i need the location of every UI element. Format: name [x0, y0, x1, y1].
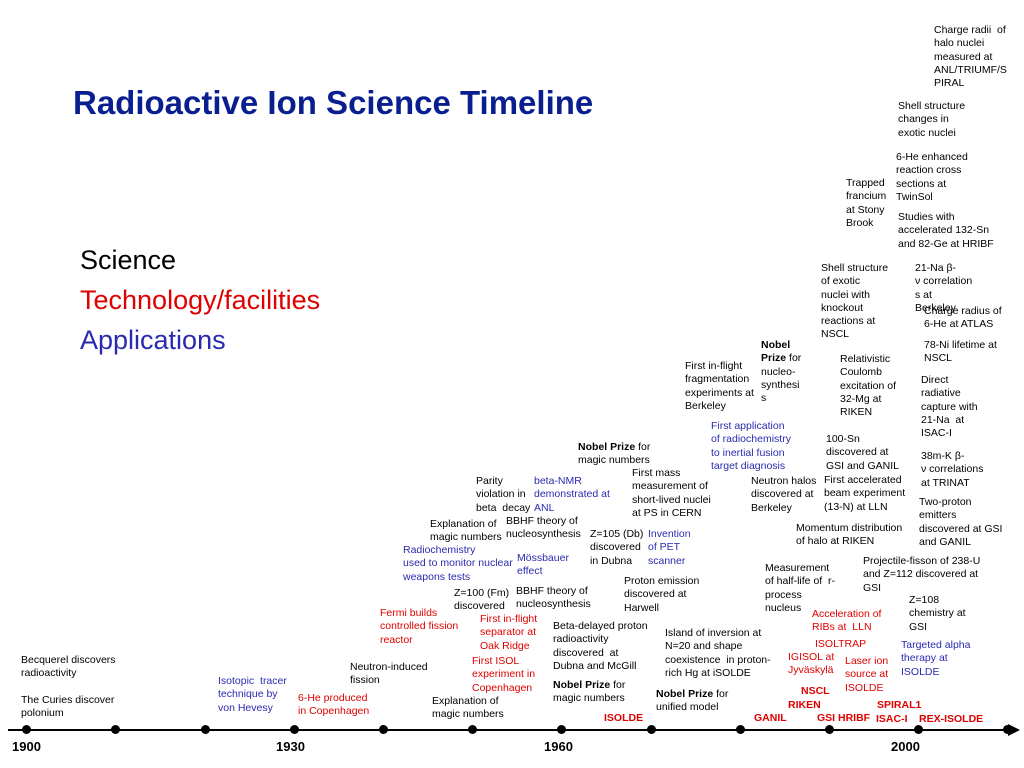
timeline-tick: [647, 725, 656, 734]
timeline-tick: [914, 725, 923, 734]
note-he6-reaction: 6-He enhanced reaction cross sections at…: [896, 151, 968, 203]
nobel-desc: for magic numbers: [553, 679, 626, 705]
note-nobel-magic: Nobel Prize for magic numbers: [578, 441, 650, 468]
note-halflife: Measurement of half-life of r- process n…: [765, 562, 836, 614]
facility-rex-isolde: REX-ISOLDE: [919, 713, 984, 725]
legend-applications: Applications: [80, 325, 226, 355]
note-momentum: Momentum distribution of halo at RIKEN: [796, 522, 903, 548]
legend-science: Science: [80, 245, 177, 275]
note-z100: Z=100 (Fm) discovered: [454, 587, 510, 613]
note-beta-delayed: Beta-delayed proton radioactivity discov…: [553, 620, 648, 672]
color-legend: Science Technology/facilities Applicatio…: [80, 240, 320, 360]
note-radiochem-weapons: Radiochemistry used to monitor nuclear w…: [403, 544, 513, 583]
note-proton-emission: Proton emission discovered at Harwell: [624, 575, 700, 614]
note-two-proton: Two-proton emitters discovered at GSI an…: [919, 496, 1003, 548]
facility-ganil: GANIL: [754, 712, 787, 724]
note-nobel-nucleosynthesis: Nobel Prize for nucleo- synthesi s: [761, 339, 801, 405]
note-radiochem-fusion: First application of radiochemistry to i…: [711, 420, 791, 472]
note-trapped-francium: Trapped francium at Stony Brook: [846, 177, 887, 229]
note-charge-radii-halo: Charge radii of halo nuclei measured at …: [934, 24, 1007, 90]
note-isotopic-tracer: Isotopic tracer technique by von Hevesy: [218, 675, 287, 714]
note-inflight-oak: First in-flight separator at Oak Ridge: [480, 613, 538, 652]
note-bbhf-1: BBHF theory of nucleosynthesis: [506, 515, 581, 541]
facility-spiral1: SPIRAL1: [877, 699, 922, 711]
nobel-label: Nobel Prize: [761, 339, 791, 365]
timeline-tick: [201, 725, 210, 734]
note-direct-radiative: Direct radiative capture with 21-Na at I…: [921, 374, 978, 440]
note-becquerel: Becquerel discovers radioactivity: [21, 654, 116, 680]
timeline-tick: [736, 725, 745, 734]
timeline-tick: [825, 725, 834, 734]
year-label-1960: 1960: [544, 739, 573, 754]
note-ni78: 78-Ni lifetime at NSCL: [924, 339, 997, 365]
nobel-desc: for nucleo- synthesi s: [761, 352, 802, 405]
note-shell-changes: Shell structure changes in exotic nuclei: [898, 100, 966, 139]
facility-isac-i: ISAC-I: [876, 713, 908, 725]
note-neutron-halos: Neutron halos discovered at Berkeley: [751, 475, 817, 514]
note-alpha-therapy: Targeted alpha therapy at ISOLDE: [901, 639, 971, 678]
note-na21-correlations: 21-Na β- ν correlation s at Berkeley: [915, 262, 973, 314]
nobel-desc: for unified model: [656, 688, 729, 714]
note-nobel-magic-2: Nobel Prize for magic numbers: [553, 679, 625, 706]
note-studies-sn132: Studies with accelerated 132-Sn and 82-G…: [898, 211, 994, 250]
note-z105: Z=105 (Db) discovered in Dubna: [590, 528, 644, 567]
nobel-label: Nobel Prize: [656, 688, 714, 700]
note-neutron-induced: Neutron-induced fission: [350, 661, 428, 687]
page-title: Radioactive Ion Science Timeline: [73, 84, 594, 121]
timeline-tick: [468, 725, 477, 734]
note-shell-knockout: Shell structure of exotic nuclei with kn…: [821, 262, 889, 341]
note-mossbauer: Mössbauer effect: [517, 552, 569, 578]
facility-gsi: GSI: [817, 712, 836, 724]
note-magic-numbers-1: Explanation of magic numbers: [432, 695, 504, 721]
note-isol-copenhagen: First ISOL experiment in Copenhagen: [472, 655, 536, 694]
note-k38m: 38m-K β- ν correlations at TRINAT: [921, 450, 984, 489]
note-projectile-fission: Projectile-fisson of 238-U and Z=112 dis…: [863, 555, 981, 594]
note-pet: Invention of PET scanner: [648, 528, 691, 567]
note-z108: Z=108 chemistry at GSI: [909, 594, 966, 633]
note-island: Island of inversion at N=20 and shape co…: [665, 627, 771, 679]
note-fermi: Fermi builds controlled fission reactor: [380, 607, 459, 646]
year-label-1900: 1900: [12, 739, 41, 754]
note-nobel-unified: Nobel Prize for unified model: [656, 688, 728, 715]
nobel-label: Nobel Prize: [578, 441, 636, 453]
note-magic-numbers-2: Explanation of magic numbers: [430, 518, 502, 544]
nobel-desc: for magic numbers: [578, 441, 651, 467]
facility-riken: RIKEN: [788, 699, 821, 711]
note-bbhf-2: BBHF theory of nucleosynthesis: [516, 585, 591, 611]
year-label-1930: 1930: [276, 739, 305, 754]
note-beta-nmr: beta-NMR demonstrated at ANL: [534, 475, 610, 514]
timeline-tick: [379, 725, 388, 734]
note-first-accel-beam: First accelerated beam experiment (13-N)…: [824, 474, 906, 513]
facility-isoltrap: ISOLTRAP: [815, 638, 867, 650]
timeline-tick: [557, 725, 566, 734]
note-first-mass: First mass measurement of short-lived nu…: [632, 467, 711, 519]
timeline-tick: [1003, 725, 1012, 734]
legend-technology: Technology/facilities: [80, 285, 321, 315]
note-first-inflight-frag: First in-flight fragmentation experiment…: [685, 360, 754, 412]
note-relativistic-coulomb: Relativistic Coulomb excitation of 32-Mg…: [840, 353, 897, 419]
facility-isolde: ISOLDE: [604, 712, 644, 724]
note-laser-ion: Laser ion source at ISOLDE: [845, 655, 889, 694]
note-he6-copenhagen: 6-He produced in Copenhagen: [298, 692, 370, 718]
note-accel-ribs: Acceleration of RIBs at LLN: [812, 608, 882, 634]
nobel-label: Nobel Prize: [553, 679, 611, 691]
year-label-2000: 2000: [891, 739, 920, 754]
note-parity: Parity violation in beta decay: [476, 475, 531, 514]
facility-hribf: HRIBF: [838, 712, 871, 724]
timeline-tick: [290, 725, 299, 734]
note-charge-radius-he6: Charge radius of 6-He at ATLAS: [924, 305, 1002, 331]
timeline-axis: [8, 729, 1014, 731]
note-sn100: 100-Sn discovered at GSI and GANIL: [826, 433, 899, 472]
timeline-tick: [111, 725, 120, 734]
timeline-tick: [22, 725, 31, 734]
facility-nscl: NSCL: [801, 685, 830, 697]
note-curies: The Curies discover polonium: [21, 694, 115, 720]
note-igisol: IGISOL at Jyväskylä: [788, 651, 835, 677]
